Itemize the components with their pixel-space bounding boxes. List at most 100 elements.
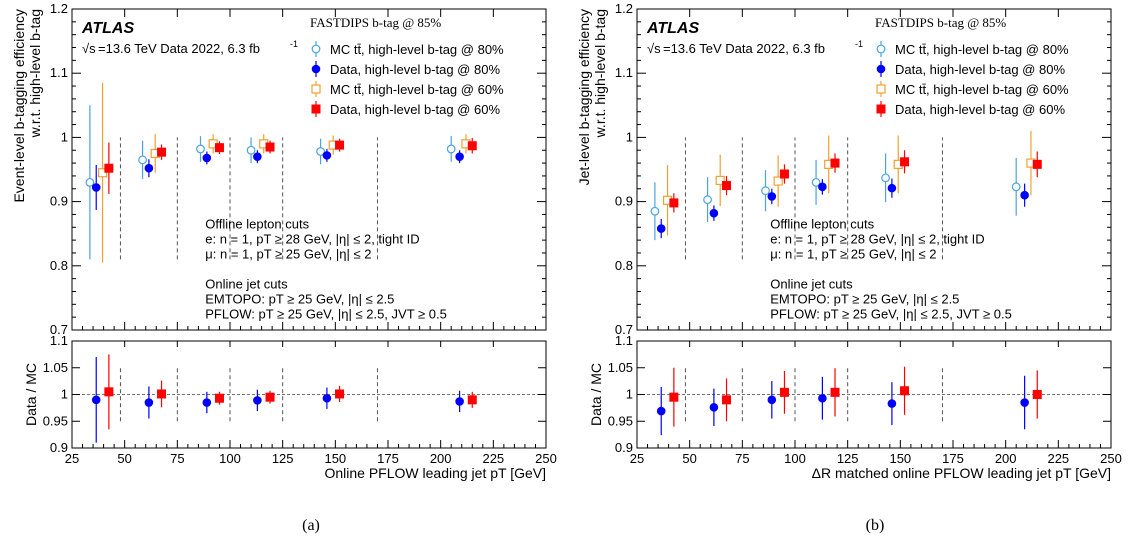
data-point [157, 147, 167, 157]
data-point [779, 169, 789, 179]
ratio-y-tick-label: 0.95 [608, 413, 633, 428]
legend-entry: Data, high-level b-tag @ 80% [311, 61, 500, 77]
x-tick-label: 225 [1047, 451, 1069, 466]
panel-label: (b) [866, 517, 885, 534]
ratio-point [818, 393, 827, 403]
data-point [761, 186, 770, 196]
ratio-series-filled-square [104, 354, 477, 430]
energy-label: =13.6 TeV Data 2022, 6.3 fb [663, 41, 825, 56]
ratio-point [669, 392, 679, 402]
data-point [104, 163, 114, 173]
data-point [144, 163, 154, 173]
x-tick-label: 100 [784, 451, 806, 466]
ratio-point [144, 398, 154, 407]
x-tick-label: 200 [995, 451, 1017, 466]
data-point [881, 173, 890, 183]
panel-a: 25 50 75 100 125 150 175 200 225 250 0.7 0.8 0.9 1 1.1… [11, 1, 557, 534]
legend-marker [311, 104, 321, 114]
x-tick-label: 225 [482, 451, 504, 466]
x-tick-label: 50 [682, 451, 696, 466]
cut-text-line: Online jet cuts [205, 277, 288, 292]
x-tick-label: 100 [219, 451, 241, 466]
x-tick-label: 200 [430, 451, 452, 466]
cut-text-line: EMTOPO: pT ≥ 25 GeV, |η| ≤ 2.5 [770, 292, 959, 307]
legend-label: MC tt̄, high-level b-tag @ 80% [895, 42, 1069, 57]
ratio-point [722, 395, 732, 405]
ratio-point [1032, 390, 1042, 399]
data-point [767, 192, 777, 201]
cut-text-line: e: n = 1, pT ≥ 28 GeV, |η| ≤ 2, tight ID [205, 232, 419, 247]
cut-text-line: Offline lepton cuts [770, 217, 874, 232]
top-plot-frame [636, 8, 1112, 331]
ratio-point [91, 395, 101, 405]
x-tick-label: 150 [324, 451, 346, 466]
y-axis-label: Event-level b-tagging efficiency [11, 9, 27, 203]
experiment-label: ATLAS [646, 20, 699, 37]
cut-text-line: Online jet cuts [770, 277, 853, 292]
x-tick-label: 25 [65, 451, 79, 466]
data-point [446, 144, 456, 154]
cut-text-line: e: n = 1, pT ≥ 28 GeV, |η| ≤ 2, tight ID [770, 232, 984, 247]
ratio-point [322, 393, 332, 403]
ratio-point [265, 392, 275, 402]
cut-text-line: Offline lepton cuts [205, 217, 309, 232]
data-point [91, 183, 101, 192]
data-point [830, 158, 840, 168]
legend-header: FASTDIPS b-tag @ 85% [310, 15, 441, 30]
data-point [265, 142, 275, 152]
legend-marker [311, 64, 321, 74]
data-point [1032, 159, 1042, 169]
legend-entry: MC tt̄, high-level b-tag @ 80% [876, 41, 1069, 57]
data-point [703, 195, 712, 205]
data-point [715, 175, 725, 186]
data-point [818, 182, 827, 192]
data-point [467, 141, 477, 151]
data-point [455, 152, 464, 161]
data-point [656, 224, 666, 233]
ratio-series-filled-circle [91, 357, 464, 443]
legend-label: Data, high-level b-tag @ 60% [330, 102, 500, 117]
series-open-circle [85, 105, 456, 260]
data-point [1011, 182, 1021, 192]
cut-text-line: PFLOW: pT ≥ 25 GeV, |η| ≤ 2.5, JVT ≥ 0.5 [770, 307, 1012, 322]
ratio-y-tick-label: 1.1 [615, 333, 633, 348]
data-point [322, 151, 332, 160]
data-point [773, 176, 783, 186]
ratio-series-filled-circle [656, 375, 1029, 436]
legend-marker [876, 104, 886, 114]
legend-label: MC tt̄, high-level b-tag @ 60% [330, 82, 504, 97]
x-tick-label: 125 [837, 451, 859, 466]
legend-entry: MC tt̄, high-level b-tag @ 60% [311, 81, 504, 97]
y-tick-label: 0.7 [615, 322, 633, 337]
energy-label: =13.6 TeV Data 2022, 6.3 fb [98, 41, 260, 56]
data-point [196, 144, 205, 154]
data-point [85, 177, 95, 187]
x-tick-label: 75 [735, 451, 749, 466]
y-tick-label: 1 [626, 129, 633, 144]
ratio-point [1020, 398, 1029, 407]
series-filled-circle [656, 178, 1029, 239]
y-tick-label: 0.9 [615, 194, 633, 209]
y-tick-label: 0.8 [615, 258, 633, 273]
legend-entry: MC tt̄, high-level b-tag @ 60% [876, 81, 1069, 97]
legend-label: Data, high-level b-tag @ 80% [330, 62, 500, 77]
data-point [246, 145, 256, 155]
legend-entry: MC tt̄, high-level b-tag @ 80% [311, 41, 504, 57]
legend-marker [311, 44, 321, 54]
cut-text-line: μ: n = 1, pT ≥ 25 GeV, |η| ≤ 2 [770, 247, 936, 262]
y-tick-label: 1 [61, 129, 68, 144]
legend-marker [876, 84, 886, 94]
data-point [138, 155, 147, 165]
sqrt-s-symbol: √s [82, 41, 96, 56]
series-open-square [97, 82, 471, 263]
x-tick-label: 125 [272, 451, 294, 466]
data-point [335, 140, 345, 150]
x-tick-label: 75 [170, 451, 184, 466]
y-tick-label: 1.1 [50, 65, 68, 80]
series-open-square [662, 130, 1036, 236]
y-tick-label: 1.2 [615, 1, 633, 16]
data-point [811, 177, 821, 187]
ratio-y-tick-label: 1.05 [43, 360, 68, 375]
x-axis-label: ΔR matched online PFLOW leading jet pT [… [812, 465, 1111, 481]
